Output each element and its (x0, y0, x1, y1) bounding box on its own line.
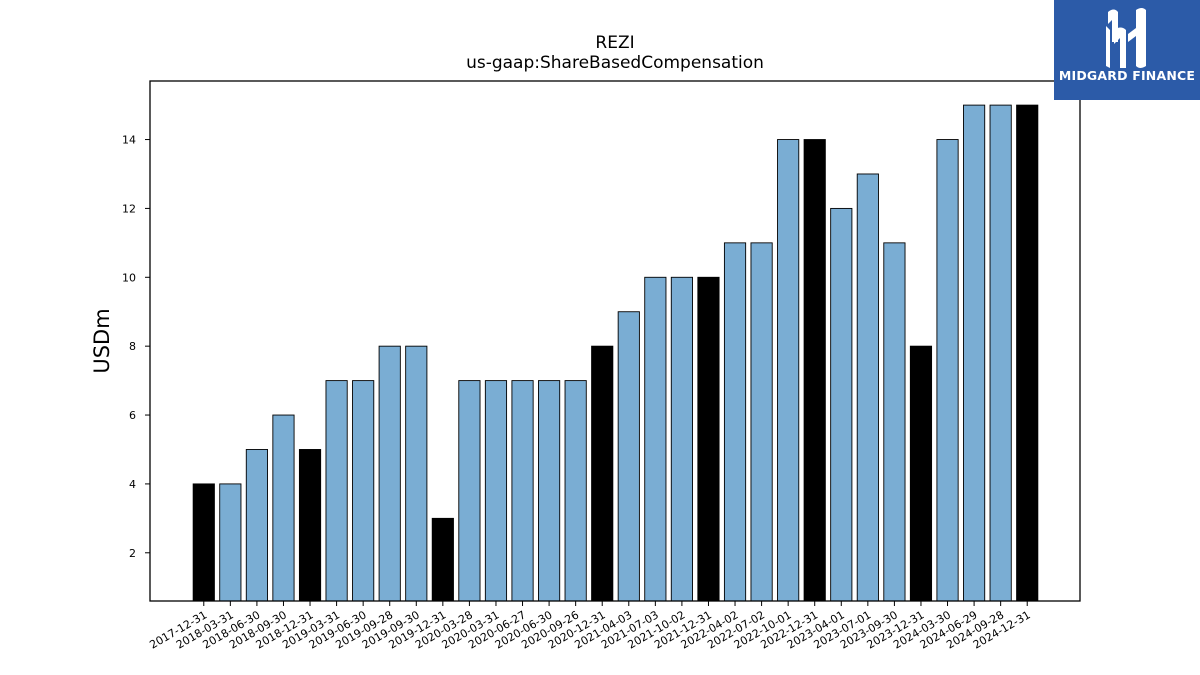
bar-2023-09-30 (883, 242, 906, 602)
bar-2021-07-03 (644, 276, 667, 602)
bar-2023-07-01 (856, 173, 879, 602)
y-tick-label: 12 (122, 202, 136, 215)
y-tick-label: 14 (122, 134, 136, 147)
bar-2024-03-30 (936, 139, 959, 602)
bar-2020-06-30 (538, 380, 561, 602)
y-tick-label: 6 (129, 409, 136, 422)
bar-2023-04-01 (830, 207, 853, 602)
bar-2022-07-02 (750, 242, 773, 602)
midgard-logo: MIDGARD FINANCE (1054, 0, 1200, 100)
bar-2022-12-31 (803, 139, 826, 602)
bar-2020-09-26 (564, 380, 587, 602)
bar-2019-03-31 (325, 380, 348, 602)
chart-title: REZI (595, 33, 634, 53)
plot-frame (149, 80, 1081, 602)
bar-2024-06-29 (963, 104, 986, 602)
bar-2018-06-30 (245, 449, 268, 602)
y-tick-label: 10 (122, 271, 136, 284)
y-tick-label: 2 (129, 547, 136, 560)
bar-2019-12-31 (431, 517, 454, 602)
bar-2020-12-31 (591, 345, 614, 602)
bars-group (192, 104, 1039, 602)
bar-2019-09-28 (378, 345, 401, 602)
y-tick-label: 8 (129, 340, 136, 353)
bar-2024-09-28 (989, 104, 1012, 602)
bar-2017-12-31 (192, 483, 215, 602)
bar-2018-03-31 (219, 483, 242, 602)
y-tick-label: 4 (129, 478, 136, 491)
y-axis-ticks: 2 4 6 8 10 12 14 (122, 134, 150, 560)
x-axis-ticks: 2017-12-312018-03-312018-06-302018-09-30… (147, 601, 1033, 652)
bar-2019-09-30 (405, 345, 428, 602)
bar-2020-03-28 (458, 380, 481, 602)
bar-2020-03-31 (484, 380, 508, 602)
bar-2022-04-02 (723, 242, 747, 602)
bar-2019-06-30 (352, 380, 375, 602)
logo-text: MIDGARD FINANCE (1058, 68, 1196, 83)
y-axis-label: USDm (90, 308, 114, 373)
chart-subtitle: us-gaap:ShareBasedCompensation (466, 53, 764, 73)
bar-2021-12-31 (697, 276, 720, 602)
bar-2018-09-30 (272, 414, 295, 602)
midgard-logo-icon (1106, 8, 1146, 68)
bar-2020-06-27 (511, 380, 534, 602)
bar-2021-10-02 (670, 276, 693, 602)
bar-2024-12-31 (1016, 104, 1039, 602)
bar-2022-10-01 (777, 139, 800, 602)
bar-2023-12-31 (909, 345, 933, 602)
bar-2021-04-03 (617, 311, 640, 602)
bar-2018-12-31 (298, 449, 322, 602)
